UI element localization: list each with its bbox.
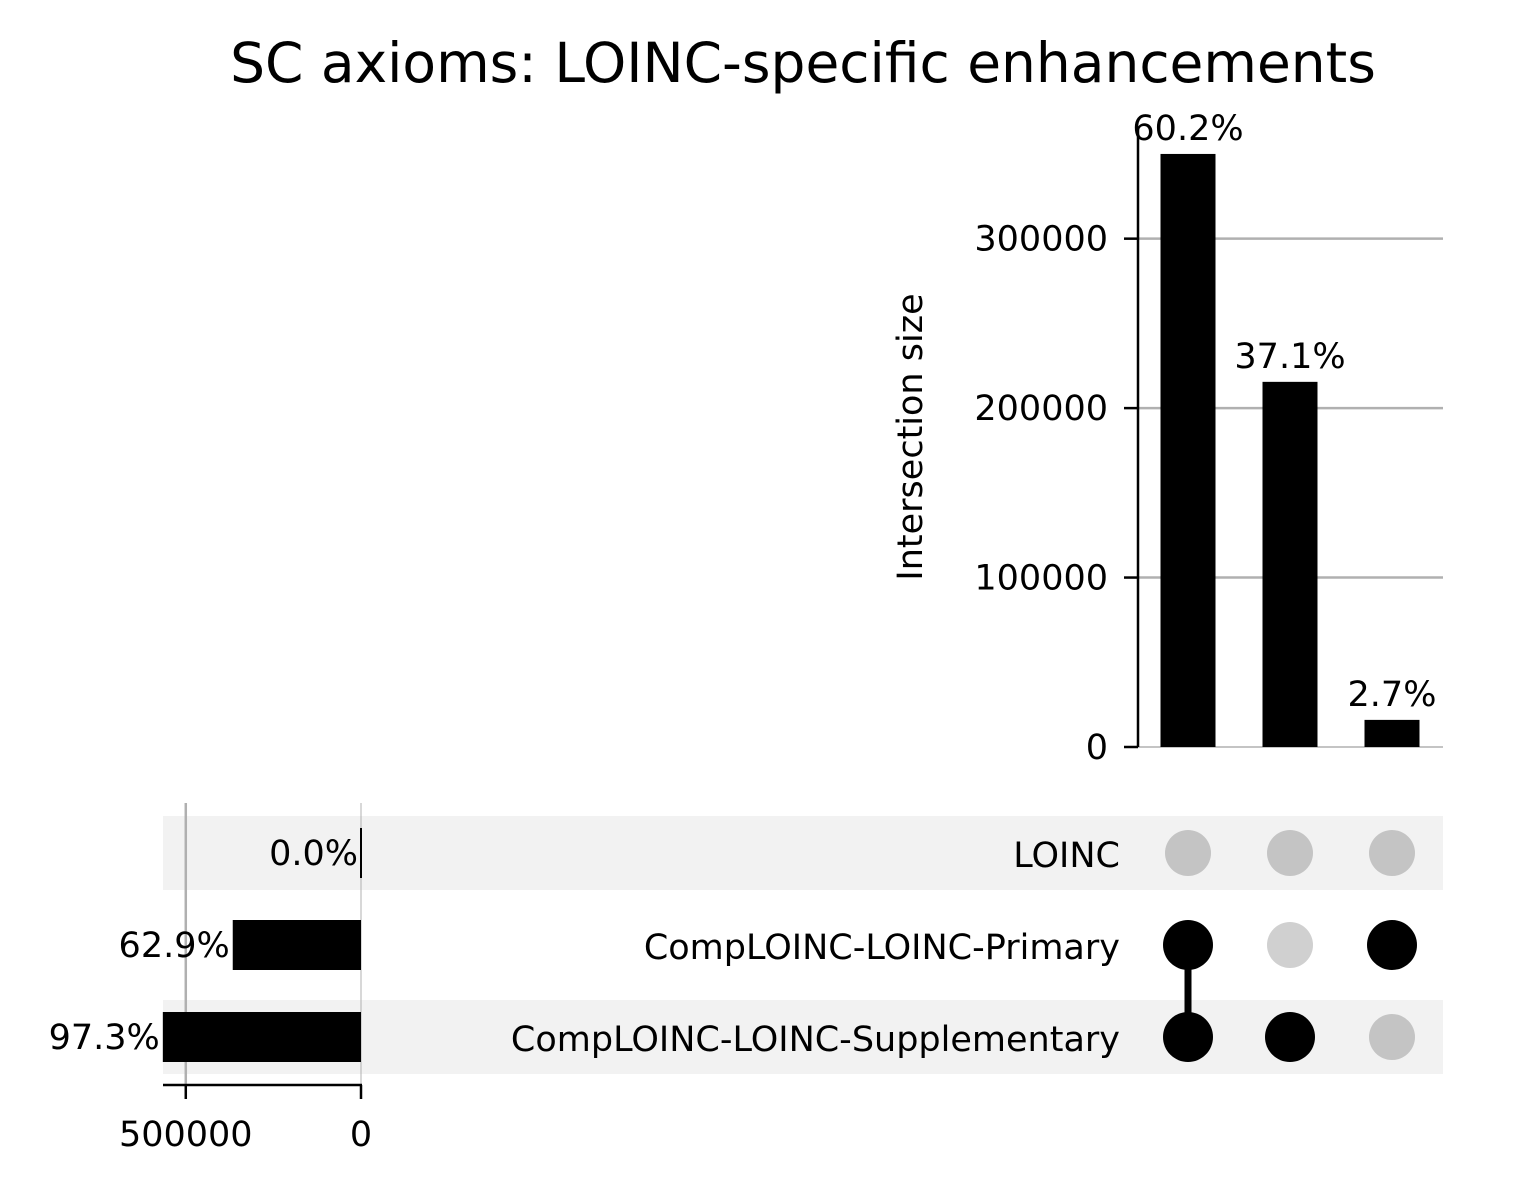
set-x-tick-label: 0 xyxy=(350,1115,372,1155)
set-size-bar xyxy=(162,1012,361,1062)
set-name-label: CompLOINC-LOINC-Primary xyxy=(644,928,1120,968)
y-tick-label: 0 xyxy=(1086,728,1108,768)
matrix-dot-active xyxy=(1163,920,1213,970)
matrix-dot-inactive xyxy=(1369,1014,1415,1060)
y-tick-label: 300000 xyxy=(974,220,1108,260)
set-size-label: 62.9% xyxy=(119,926,230,966)
y-tick-label: 200000 xyxy=(974,389,1108,429)
matrix-dot-active xyxy=(1163,1012,1213,1062)
matrix-dot-inactive xyxy=(1369,830,1415,876)
set-name-label: CompLOINC-LOINC-Supplementary xyxy=(511,1020,1120,1060)
intersection-bars: 60.2% 37.1% 2.7% xyxy=(1132,109,1436,747)
matrix-dot-inactive xyxy=(1267,922,1313,968)
set-x-tick-label: 500000 xyxy=(119,1115,253,1155)
intersection-bar xyxy=(1364,719,1420,747)
y-axis-label: Intersection size xyxy=(891,293,931,580)
set-name-label: LOINC xyxy=(1013,836,1120,876)
chart-title: SC axioms: LOINC-specific enhancements xyxy=(230,31,1376,95)
intersection-bar xyxy=(1262,381,1318,747)
set-size-bar xyxy=(232,920,361,970)
set-size-bars: 0.0% 62.9% 97.3% 500000 0 xyxy=(49,803,372,1155)
intersection-y-axis: 0 100000 200000 300000 xyxy=(974,129,1140,768)
matrix-dot-active xyxy=(1367,920,1417,970)
set-size-label: 0.0% xyxy=(269,834,358,874)
matrix-dot-inactive xyxy=(1165,830,1211,876)
row-stripe xyxy=(163,1000,1443,1074)
intersection-bar xyxy=(1160,153,1216,747)
intersection-bar-label: 60.2% xyxy=(1132,109,1243,149)
set-size-label: 97.3% xyxy=(49,1018,160,1058)
intersection-matrix: LOINC CompLOINC-LOINC-Primary CompLOINC-LO… xyxy=(511,830,1417,1062)
matrix-dot-inactive xyxy=(1267,830,1313,876)
intersection-bar-label: 2.7% xyxy=(1348,675,1437,715)
y-tick-label: 100000 xyxy=(974,559,1108,599)
matrix-row-stripes xyxy=(163,816,1443,1074)
row-stripe xyxy=(163,816,1443,890)
intersection-bar-label: 37.1% xyxy=(1234,337,1345,377)
matrix-dot-active xyxy=(1265,1012,1315,1062)
